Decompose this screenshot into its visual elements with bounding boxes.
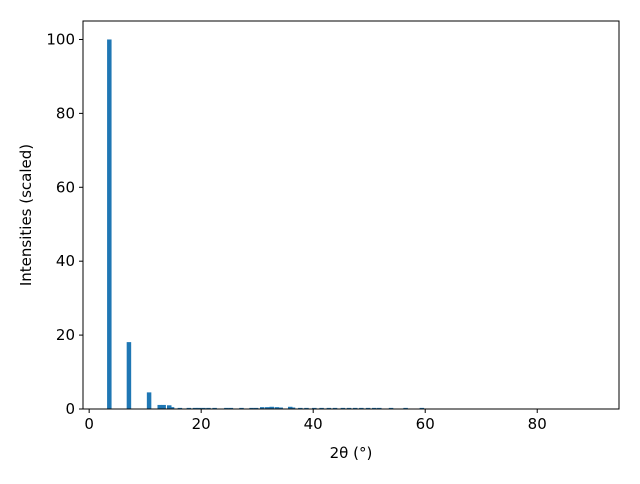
plot-frame	[82, 20, 620, 410]
bar	[177, 407, 183, 409]
x-axis: 0 20 40 60 80	[84, 409, 547, 433]
bar	[377, 407, 382, 409]
bar	[249, 407, 254, 409]
bar	[269, 406, 274, 409]
bar	[265, 407, 270, 409]
bar	[298, 407, 303, 409]
y-tick-label: 0	[65, 400, 75, 418]
bar	[186, 407, 192, 409]
bar	[346, 407, 352, 409]
bar	[167, 405, 172, 409]
y-axis-label: Intensities (scaled)	[17, 144, 35, 286]
bar	[146, 392, 152, 409]
bar	[365, 407, 371, 409]
x-axis-label: 2θ (°)	[330, 444, 373, 462]
bar	[212, 407, 217, 409]
x-tick-label: 40	[304, 415, 323, 433]
bar	[319, 407, 324, 409]
bar	[196, 407, 202, 409]
bar	[372, 407, 377, 409]
bar	[352, 407, 358, 409]
bar	[274, 407, 280, 409]
y-tick-label: 80	[56, 104, 75, 122]
bar	[287, 406, 293, 409]
bar	[340, 407, 346, 409]
y-axis: 0 20 40 60 80 100	[46, 30, 83, 418]
y-tick-label: 20	[56, 326, 75, 344]
bar	[206, 407, 211, 409]
bar	[326, 407, 332, 409]
bar	[278, 407, 283, 409]
bar	[126, 342, 132, 409]
x-tick-label: 20	[192, 415, 211, 433]
bar	[107, 39, 112, 409]
x-tick-label: 60	[416, 415, 435, 433]
bar	[239, 407, 244, 409]
bar	[403, 407, 408, 409]
y-tick-label: 60	[56, 178, 75, 196]
bar	[169, 407, 175, 409]
bar	[259, 407, 265, 409]
y-tick-label: 40	[56, 252, 75, 270]
bar	[192, 407, 198, 409]
bars	[107, 39, 425, 409]
bar	[332, 407, 338, 409]
bar	[388, 407, 394, 409]
bar	[157, 404, 162, 409]
x-tick-label: 80	[528, 415, 547, 433]
bar	[304, 407, 309, 409]
x-tick-label: 0	[84, 415, 94, 433]
bar	[228, 407, 234, 409]
bar	[253, 407, 259, 409]
y-tick-label: 100	[46, 30, 75, 48]
bar	[161, 404, 166, 409]
bar	[419, 407, 425, 409]
bar	[201, 407, 206, 409]
bar	[359, 407, 364, 409]
bar	[290, 407, 296, 409]
bar	[312, 407, 317, 409]
bar	[224, 407, 229, 409]
